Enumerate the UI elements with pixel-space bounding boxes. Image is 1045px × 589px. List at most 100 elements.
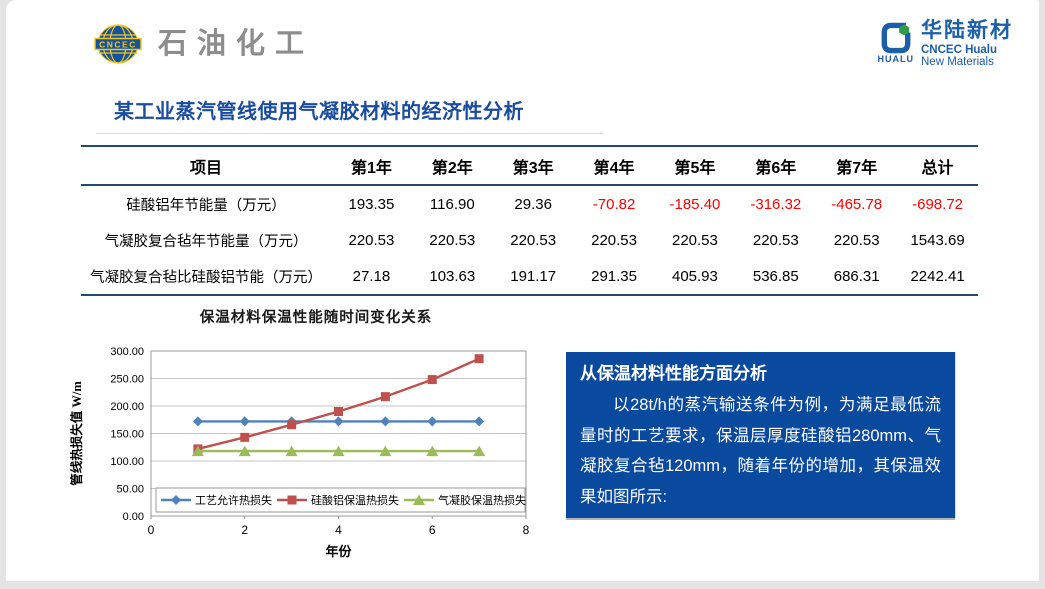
- table-header-row: 项目 第1年 第2年 第3年 第4年 第5年 第6年 第7年 总计: [81, 147, 978, 186]
- value-cell: 193.35: [348, 195, 395, 213]
- square-marker-icon: [334, 407, 343, 416]
- diamond-marker-icon: [239, 416, 250, 427]
- diamond-marker-icon: [333, 416, 344, 427]
- x-tick-label: 6: [429, 523, 436, 537]
- series-line: [197, 357, 480, 451]
- cncec-globe-icon: CNCEC: [94, 24, 142, 64]
- value-cell: 29.36: [514, 195, 552, 213]
- value-cell: 220.53: [510, 231, 557, 249]
- x-tick-label: 8: [523, 523, 530, 537]
- cncec-badge-label: CNCEC: [99, 40, 137, 50]
- y-axis-title: 管线热损失值 W/m: [69, 381, 84, 486]
- series-0: [192, 416, 485, 427]
- value-cell: 536.85: [752, 267, 799, 285]
- value-cell: -316.32: [750, 195, 802, 213]
- y-tick-label: 200.00: [110, 401, 144, 413]
- y-tick-label: 300.00: [110, 346, 144, 358]
- diamond-marker-icon: [192, 416, 203, 427]
- diamond-marker-icon: [427, 416, 438, 427]
- table-header-cell: 第4年: [593, 159, 635, 177]
- diamond-marker-icon: [171, 495, 181, 505]
- title-underline: [96, 133, 603, 134]
- value-cell: 220.53: [591, 231, 637, 249]
- y-tick-label: 100.00: [110, 456, 144, 468]
- triangle-marker-icon: [191, 445, 204, 457]
- diamond-marker-icon: [474, 416, 485, 427]
- value-cell: -465.78: [831, 195, 883, 213]
- triangle-marker-icon: [473, 445, 486, 457]
- value-cell: 191.17: [510, 267, 557, 285]
- series-1: [193, 354, 484, 454]
- y-tick-label: 0.00: [123, 511, 144, 523]
- legend-label: 硅酸铝保温热损失: [311, 493, 399, 507]
- row-label: 气凝胶复合毡比硅酸铝节能（万元）: [90, 269, 322, 286]
- value-cell: 220.53: [429, 231, 476, 249]
- triangle-marker-icon: [238, 445, 251, 457]
- performance-line-chart: 0.00 50.00 100.00 150.00 200.00 250.00 300.00 0…: [69, 346, 530, 559]
- brand-name-en1: CNCEC Hualu: [921, 44, 998, 57]
- x-tick-label: 4: [335, 523, 342, 537]
- value-cell: 220.53: [833, 231, 880, 249]
- square-marker-icon: [427, 375, 437, 385]
- value-cell: 1543.69: [910, 231, 965, 249]
- value-cell: 405.93: [671, 267, 718, 285]
- value-cell: 220.53: [671, 231, 718, 249]
- company-calligraphy: 石油化工: [158, 27, 315, 60]
- row-label: 气凝胶复合毡年节能量（万元）: [104, 233, 308, 250]
- x-tick-label: 2: [241, 523, 248, 537]
- triangle-marker-icon: [426, 445, 439, 457]
- header-right-logo: HUALU 华陆新材 CNCEC Hualu New Materials: [877, 19, 1014, 69]
- table-header-cell: 第7年: [836, 159, 878, 177]
- value-cell: -185.40: [669, 195, 721, 213]
- brand-name-cn: 华陆新材: [921, 19, 1013, 42]
- y-tick-label: 150.00: [110, 429, 144, 441]
- y-tick-label: 50.00: [116, 484, 144, 496]
- square-marker-icon: [474, 354, 484, 364]
- square-marker-icon: [240, 432, 250, 442]
- triangle-marker-icon: [285, 445, 298, 457]
- hualu-mark-label: HUALU: [877, 54, 914, 64]
- analysis-body: 以28t/h的蒸汽输送条件为例，为满足最低流量时的工艺要求，保温层厚度硅酸铝28…: [580, 396, 941, 506]
- y-tick-label: 250.00: [110, 374, 144, 386]
- square-marker-icon: [287, 420, 297, 430]
- square-marker-icon: [287, 495, 297, 505]
- row-label: 硅酸铝年节能量（万元）: [126, 197, 286, 214]
- legend-label: 气凝胶保温热损失: [438, 493, 526, 507]
- table-row: 硅酸铝年节能量（万元） 193.35 116.90 29.36 -70.82 -185.4…: [81, 186, 978, 222]
- hualu-mark-icon: [881, 22, 911, 54]
- chart-legend: 工艺允许热损失 硅酸铝保温热损失 气凝胶保温热损失: [155, 487, 526, 513]
- value-cell: 220.53: [348, 231, 395, 249]
- analysis-box: 从保温材料性能方面分析 以28t/h的蒸汽输送条件为例，为满足最低流量时的工艺要…: [566, 352, 955, 518]
- triangle-marker-icon: [379, 445, 392, 457]
- legend-box: [155, 487, 526, 513]
- value-cell: 686.31: [833, 267, 880, 285]
- table-header-cell: 第2年: [431, 159, 473, 177]
- table-header-cell: 第5年: [674, 159, 716, 177]
- table-row: 气凝胶复合毡年节能量（万元） 220.53 220.53 220.53 220.53 22…: [81, 222, 978, 258]
- triangle-marker-icon: [413, 494, 425, 505]
- header-left-logo: CNCEC 石油化工: [94, 20, 314, 68]
- value-cell: 291.35: [591, 267, 637, 285]
- legend-label: 工艺允许热损失: [195, 493, 272, 507]
- value-cell: 2242.41: [910, 267, 965, 285]
- value-cell: -698.72: [912, 195, 963, 213]
- table-header-cell: 第3年: [512, 159, 554, 177]
- x-axis-title: 年份: [325, 544, 352, 559]
- value-cell: 116.90: [429, 195, 475, 213]
- analysis-heading: 从保温材料性能方面分析: [580, 364, 767, 383]
- slide: CNCEC 石油化工 HUALU 华陆新材 CNCEC Hualu New Ma…: [6, 0, 1039, 581]
- value-cell: -70.82: [592, 195, 636, 213]
- page-title: 某工业蒸汽管线使用气凝胶材料的经济性分析: [114, 101, 524, 123]
- value-cell: 27.18: [352, 267, 391, 285]
- value-cell: 220.53: [752, 231, 799, 249]
- value-cell: 103.63: [429, 267, 476, 285]
- series-2: [191, 445, 486, 457]
- table-row: 气凝胶复合毡比硅酸铝节能（万元） 27.18 103.63 191.17 291.35 4…: [81, 258, 978, 294]
- brand-name-en2: New Materials: [921, 56, 994, 69]
- diamond-marker-icon: [380, 416, 391, 427]
- table-header-cell: 总计: [921, 159, 954, 177]
- economics-table: 项目 第1年 第2年 第3年 第4年 第5年 第6年 第7年 总计 硅酸铝年节能量（万元） 193.…: [81, 145, 978, 296]
- square-marker-icon: [380, 392, 390, 402]
- chart-title: 保温材料保温性能随时间变化关系: [199, 310, 433, 326]
- table-header-cell: 项目: [189, 159, 222, 177]
